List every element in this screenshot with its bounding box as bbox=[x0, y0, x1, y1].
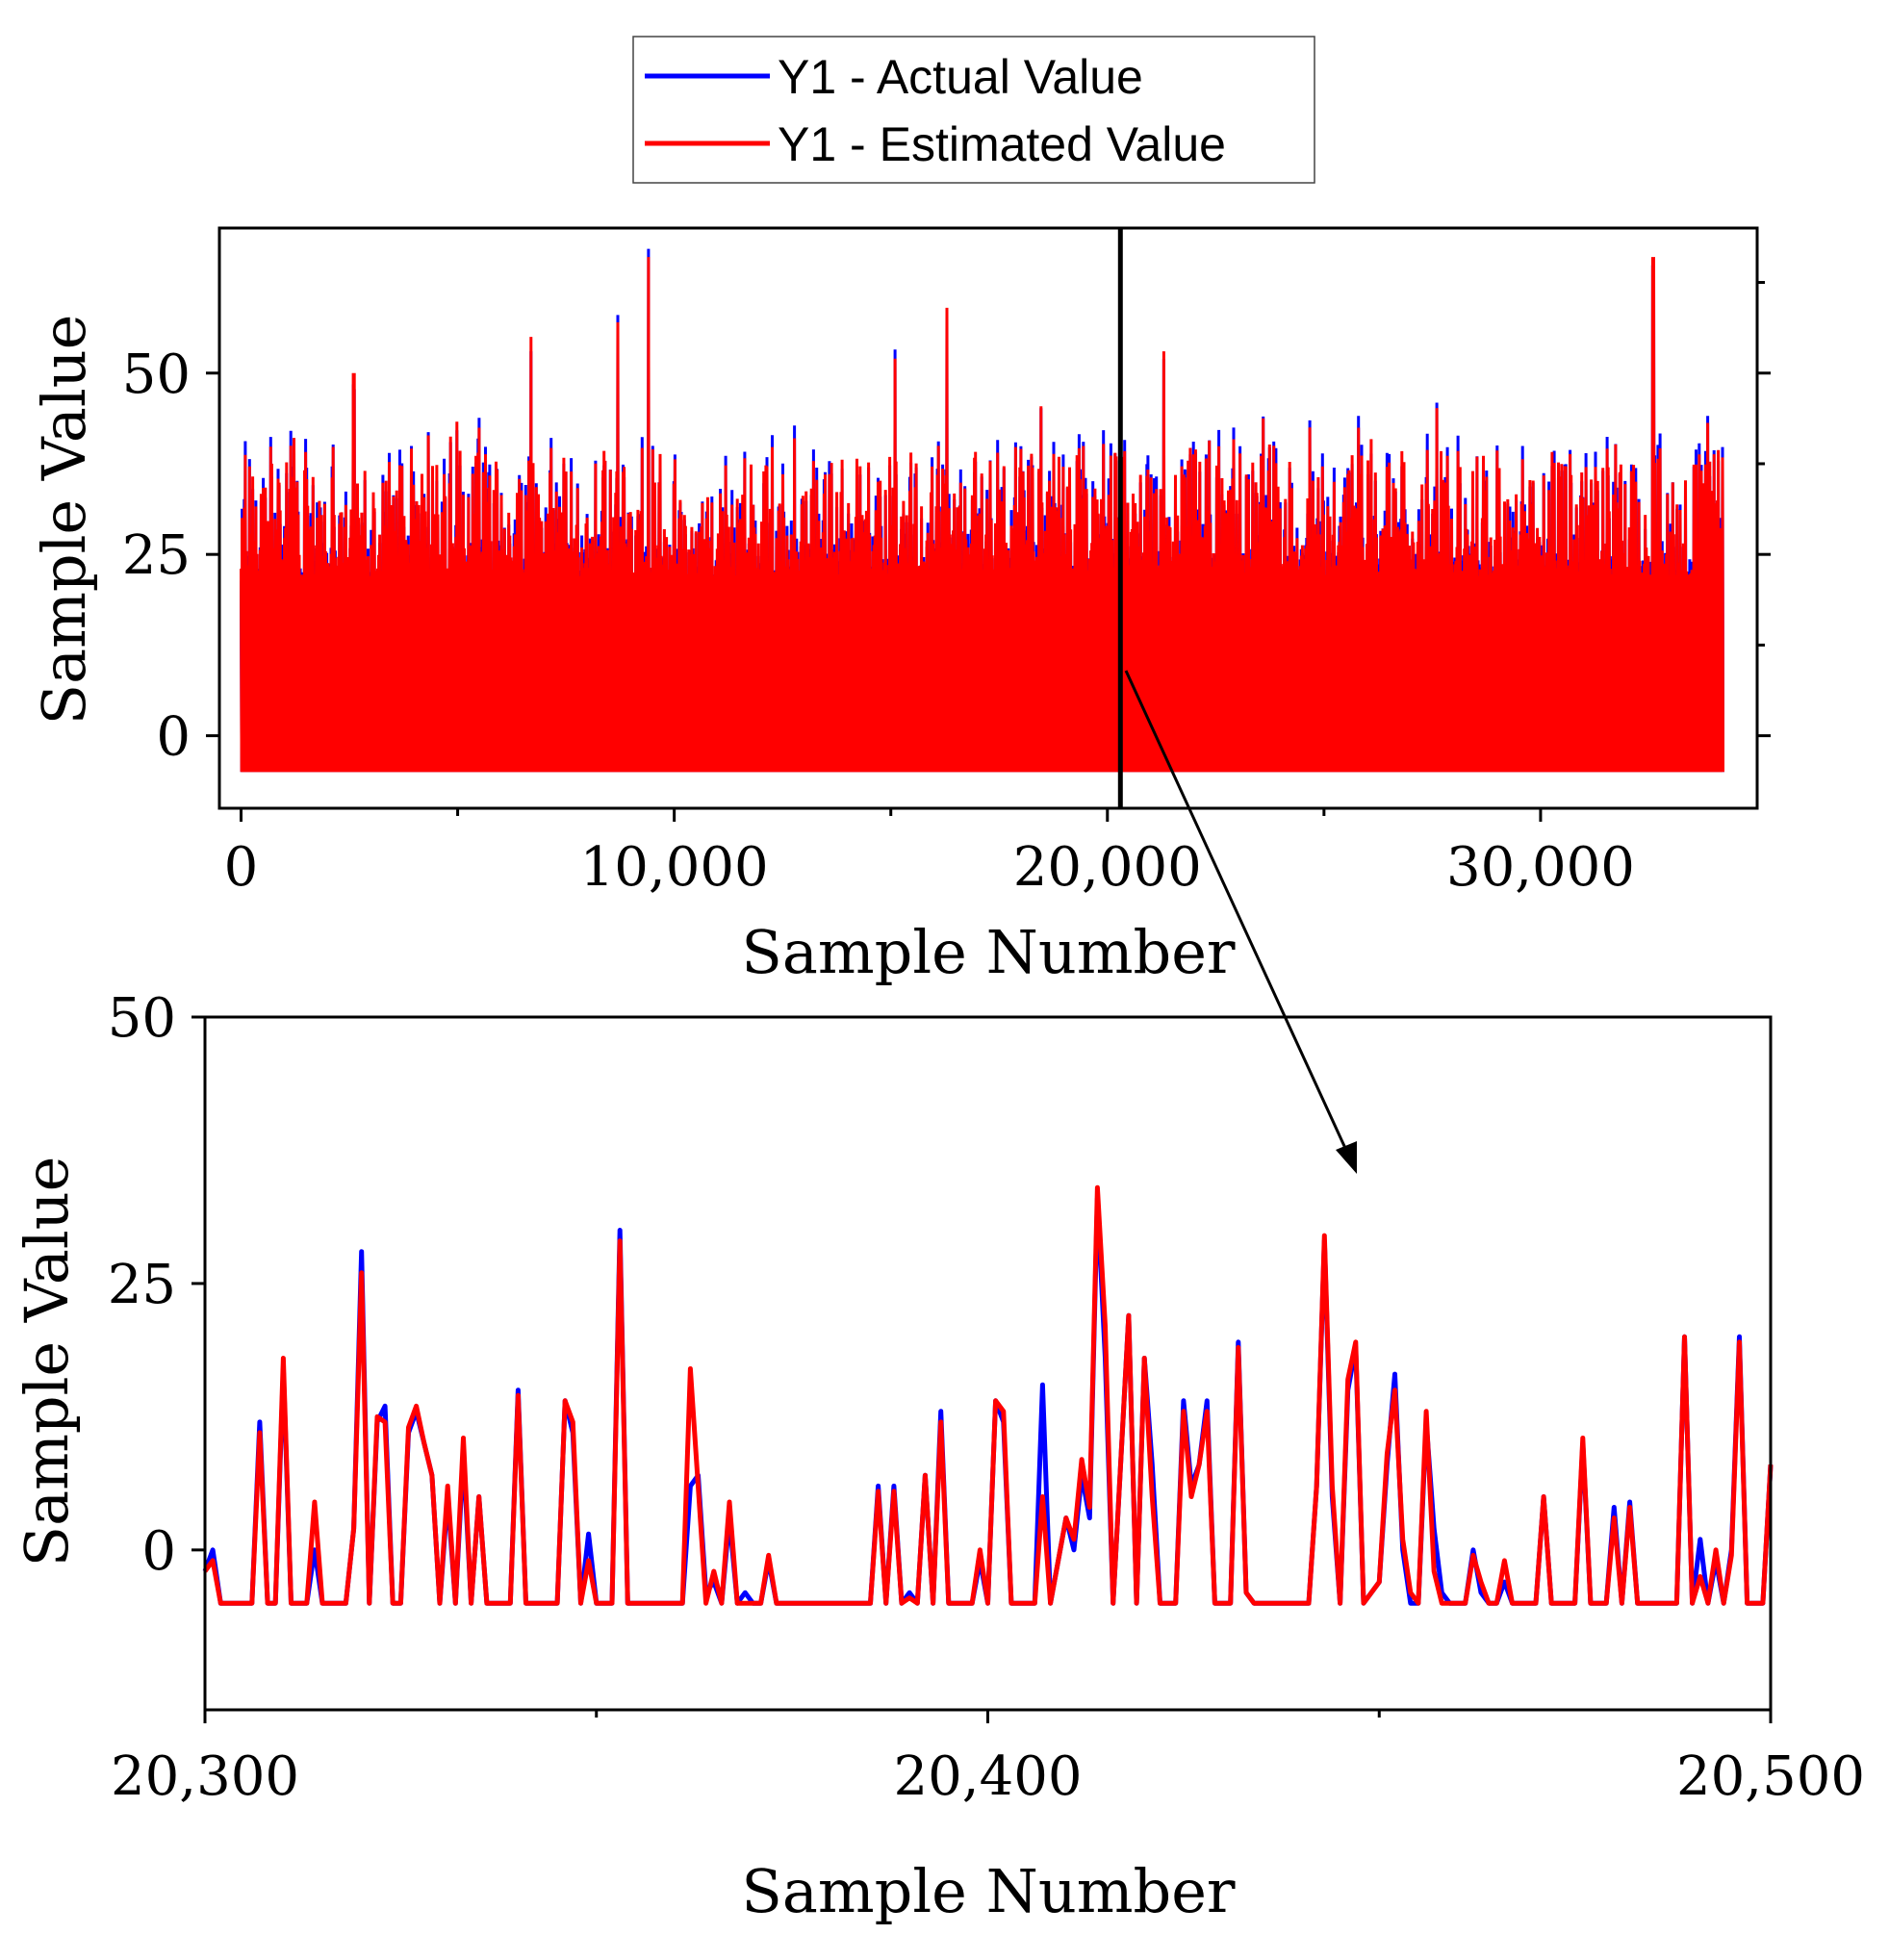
zoom-plot-marks bbox=[202, 1184, 1774, 1606]
zoom-x-tick-label: 20,400 bbox=[894, 1745, 1083, 1808]
zoom-y-tick-label: 25 bbox=[108, 1254, 176, 1316]
legend-box bbox=[632, 36, 1315, 184]
zoom-y-tick-label: 0 bbox=[141, 1520, 176, 1583]
overview-y-tick-label: 0 bbox=[156, 706, 191, 769]
zoom-arrow bbox=[1124, 670, 1357, 1174]
zoom-x-ticks: 20,300 20,400 20,500 bbox=[111, 1710, 1865, 1808]
legend-label-actual: Y1 - Actual Value bbox=[778, 50, 1143, 104]
zoom-x-tick-label: 20,500 bbox=[1676, 1745, 1865, 1808]
overview-y-axis-title: Sample Value bbox=[29, 315, 99, 725]
zoom-series-estimated bbox=[202, 1184, 1774, 1606]
overview-x-axis-title: Sample Number bbox=[741, 917, 1235, 987]
zoom-arrow-head bbox=[1336, 1141, 1357, 1174]
zoom-x-tick-label: 20,300 bbox=[111, 1745, 299, 1808]
zoom-y-ticks: 0 25 50 bbox=[108, 987, 205, 1583]
zoom-arrow-shaft bbox=[1124, 670, 1351, 1158]
zoom-y-tick-label: 50 bbox=[108, 987, 176, 1050]
overview-x-ticks: 0 10,000 20,000 30,000 bbox=[224, 808, 1635, 899]
overview-x-tick-label: 20,000 bbox=[1013, 836, 1202, 899]
zoom-plot-frame bbox=[203, 1015, 1773, 1712]
overview-y-tick-label: 50 bbox=[122, 344, 191, 406]
overview-plot-marks bbox=[240, 248, 1724, 773]
overview-plot-frame bbox=[217, 226, 1759, 810]
zoom-x-axis-title: Sample Number bbox=[741, 1856, 1235, 1926]
zoom-chart: 20,300 20,400 20,500 0 25 50 Sample Number S… bbox=[12, 987, 1865, 1926]
overview-y-tick-label: 25 bbox=[122, 524, 191, 587]
overview-x-tick-label: 30,000 bbox=[1446, 836, 1635, 899]
legend: Y1 - Actual Value Y1 - Estimated Value bbox=[632, 36, 1315, 184]
overview-dense-fill bbox=[241, 604, 1723, 773]
overview-x-tick-label: 10,000 bbox=[580, 836, 769, 899]
zoom-y-axis-title: Sample Value bbox=[12, 1157, 82, 1567]
legend-label-estimated: Y1 - Estimated Value bbox=[778, 117, 1226, 171]
overview-y-ticks: 0 25 50 bbox=[122, 281, 1771, 769]
overview-x-tick-label: 0 bbox=[224, 836, 259, 899]
